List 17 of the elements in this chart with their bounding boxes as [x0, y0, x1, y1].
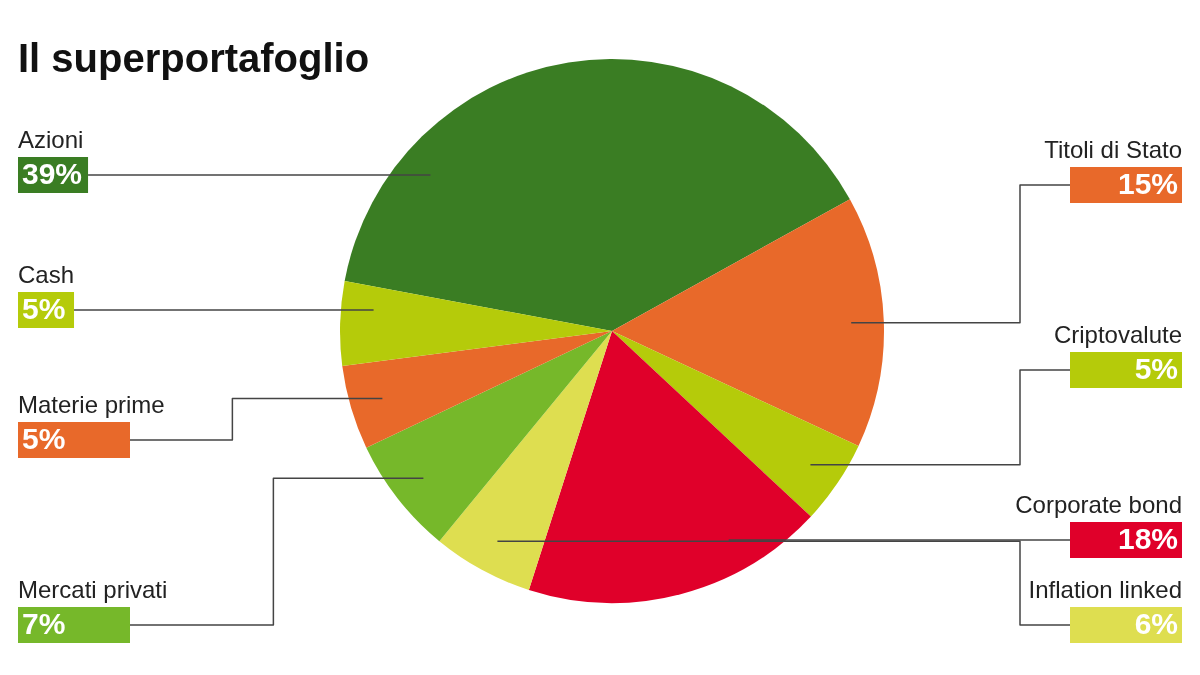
- slice-label: Mercati privati: [18, 575, 168, 603]
- slice-label: Materie prime: [18, 390, 165, 418]
- data-label: 15%: [1117, 167, 1178, 201]
- chart-title: Il superportafoglio: [18, 36, 370, 80]
- data-label: 5%: [22, 292, 66, 326]
- slice-label: Cash: [18, 260, 75, 288]
- slice-label: Azioni: [18, 125, 84, 153]
- data-label: 5%: [22, 422, 66, 456]
- data-label: 39%: [22, 157, 83, 191]
- data-label: 18%: [1117, 522, 1178, 556]
- data-label: 7%: [22, 607, 66, 641]
- data-label: 5%: [1134, 352, 1178, 386]
- slice-label: Inflation linked: [1028, 575, 1182, 603]
- slice-label: Titoli di Stato: [1044, 135, 1182, 163]
- slice-label: Corporate bond: [1015, 490, 1182, 518]
- slice-label: Criptovalute: [1053, 320, 1182, 348]
- data-label: 6%: [1134, 607, 1178, 641]
